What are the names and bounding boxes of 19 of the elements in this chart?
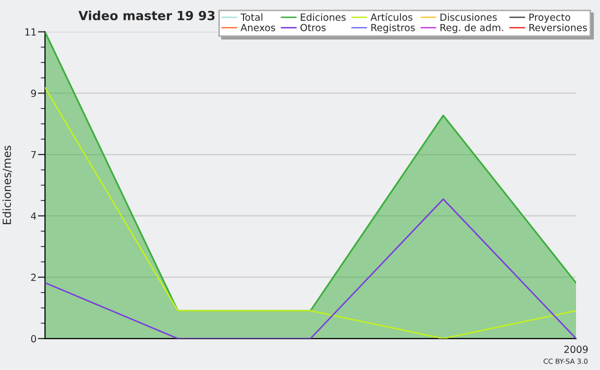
legend-label: Anexos xyxy=(240,24,276,32)
y-tick-label: 4 xyxy=(30,212,36,220)
y-tick-label: 2 xyxy=(31,274,36,281)
y-tick-label: 9 xyxy=(31,90,36,97)
y-axis-title: Ediciones/mes xyxy=(2,146,12,224)
chart-title: Video master 19 93 xyxy=(78,10,215,20)
legend-label: Otros xyxy=(300,24,326,32)
legend-label: Ediciones xyxy=(300,13,346,21)
x-tick-label: 2009 xyxy=(564,346,588,354)
y-tick-label: 0 xyxy=(31,335,36,342)
legend-label: Discusiones xyxy=(440,13,497,21)
legend-label: Proyecto xyxy=(529,14,570,23)
legend-label: Artículos xyxy=(370,12,412,21)
y-tick-label: 7 xyxy=(31,151,36,158)
legend-label: Reg. de adm. xyxy=(440,24,504,34)
y-tick-label: 11 xyxy=(25,28,36,36)
legend-label: Reversiones xyxy=(529,24,587,32)
legend-label: Total xyxy=(240,13,262,21)
legend-label: Registros xyxy=(371,24,415,34)
